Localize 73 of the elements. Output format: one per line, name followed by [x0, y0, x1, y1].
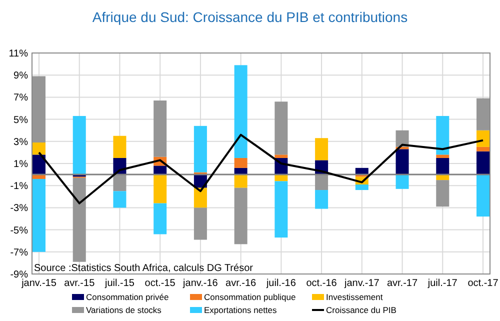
y-tick-label: 3% [14, 136, 28, 148]
bar [194, 126, 207, 172]
x-tick-label: janv.-16 [182, 278, 218, 289]
bar [315, 174, 328, 190]
bar [32, 142, 46, 155]
legend-label: Investissement [326, 292, 384, 302]
bar [476, 151, 490, 175]
bar [315, 190, 328, 209]
legend-label: Exportations nettes [204, 305, 277, 315]
legend-label: Consommation publique [204, 292, 296, 302]
x-tick-label: avr.-17 [386, 278, 418, 289]
bar [234, 158, 248, 168]
x-tick-label: oct.-17 [468, 278, 499, 289]
bar [274, 102, 288, 155]
x-tick-label: oct.-16 [306, 278, 338, 289]
chart-title: Afrique du Sud: Croissance du PIB et contributions [92, 9, 408, 25]
y-tick-label: -5% [10, 225, 28, 236]
y-tick-label: 9% [14, 70, 28, 82]
x-tick-label: juil.-16 [265, 278, 296, 289]
x-tick-label: avr.-15 [64, 278, 96, 289]
bar [72, 178, 86, 262]
bar [396, 130, 409, 147]
legend-label: Croissance du PIB [326, 305, 397, 315]
bar [154, 166, 167, 175]
bar [315, 138, 328, 160]
bar [194, 208, 207, 240]
bar [32, 154, 46, 175]
y-tick-label: -9% [10, 270, 28, 280]
legend-label: Consommation privée [86, 292, 169, 302]
bar [113, 136, 126, 158]
bar [154, 203, 167, 234]
x-tick-label: juil.-17 [426, 278, 458, 289]
bar [274, 154, 288, 158]
bar [234, 168, 248, 175]
x-tick-label: avr.-16 [226, 278, 257, 289]
bar [436, 180, 450, 207]
y-tick-label: -3% [10, 203, 28, 214]
annotation: Source :Statistics South Africa, calculs DG Trésor [34, 263, 254, 274]
bar [154, 174, 167, 204]
bar [113, 191, 126, 208]
x-tick-label: janv.-15 [20, 278, 57, 289]
bar [436, 158, 450, 175]
x-tick-label: juil.-15 [104, 278, 135, 289]
y-tick-label: 5% [14, 114, 28, 126]
bar [436, 116, 450, 155]
bar [436, 154, 450, 158]
y-tick-label: -1% [10, 181, 28, 192]
bar [154, 100, 167, 157]
bar [234, 65, 248, 158]
bar [476, 98, 490, 130]
bar [234, 174, 248, 188]
y-tick-label: 7% [14, 92, 28, 104]
bar [234, 188, 248, 244]
bar [355, 168, 368, 175]
bar [274, 181, 288, 238]
bar [476, 146, 490, 152]
bar [72, 116, 86, 175]
line-series [38, 134, 484, 204]
x-tick-label: oct.-15 [144, 278, 176, 289]
y-tick-label: 1% [14, 159, 28, 170]
bar [396, 174, 409, 189]
x-tick-label: janv.-17 [343, 278, 380, 289]
bar [476, 174, 490, 217]
bar [194, 188, 207, 208]
bar [32, 178, 46, 252]
bar [32, 76, 46, 143]
bar [396, 149, 409, 175]
bar [355, 184, 368, 190]
bar [113, 174, 126, 192]
bar [476, 130, 490, 147]
y-tick-label: -7% [10, 247, 28, 258]
legend-label: Variations de stocks [86, 305, 162, 315]
y-tick-label: 11% [8, 48, 28, 60]
